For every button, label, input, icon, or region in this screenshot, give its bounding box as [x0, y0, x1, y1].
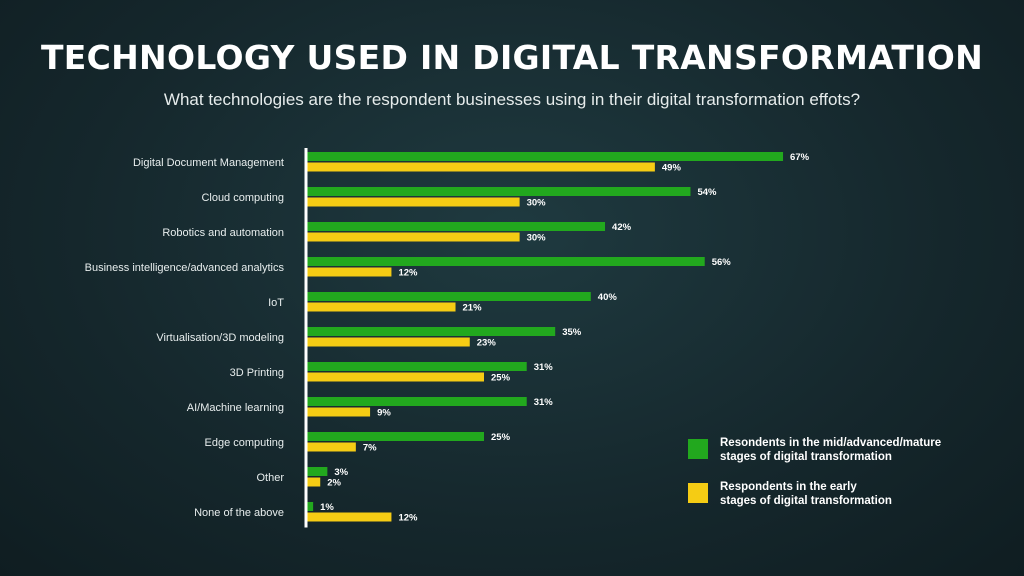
- data-label: 23%: [477, 338, 497, 349]
- category-label: Business intelligence/advanced analytics: [85, 262, 285, 274]
- legend-item-mid: Resondents in the mid/advanced/mature st…: [688, 436, 1008, 464]
- data-label: 56%: [712, 257, 732, 268]
- chart-subtitle: What technologies are the respondent bus…: [163, 90, 861, 109]
- category-label: Robotics and automation: [162, 227, 284, 239]
- bar-early: [306, 442, 356, 452]
- bar-mid: [306, 467, 328, 476]
- legend-swatch-mid: [688, 439, 708, 459]
- chart-title: TECHNOLOGY USED IN DIGITAL TRANSFORMATIO…: [40, 38, 984, 77]
- category-label: None of the above: [194, 507, 284, 519]
- legend-swatch-early: [688, 483, 708, 503]
- category-label: Virtualisation/3D modeling: [156, 332, 284, 344]
- bar-mid: [306, 257, 705, 266]
- bar-mid: [306, 397, 527, 406]
- data-label: 67%: [790, 152, 810, 163]
- bar-mid: [306, 432, 484, 441]
- legend-label-early: Respondents in the early stages of digit…: [720, 481, 892, 507]
- data-label: 40%: [598, 292, 618, 303]
- legend-item-early: Respondents in the early stages of digit…: [688, 480, 1008, 508]
- bar-early: [306, 162, 655, 172]
- data-label: 12%: [398, 268, 418, 279]
- category-label: Digital Document Management: [133, 157, 284, 169]
- bar-mid: [306, 152, 784, 161]
- data-label: 31%: [534, 362, 554, 373]
- bar-early: [306, 302, 456, 312]
- bar-early: [306, 267, 392, 277]
- data-label: 21%: [463, 303, 483, 314]
- bar-early: [306, 407, 371, 417]
- category-label: 3D Printing: [230, 367, 284, 379]
- data-label: 54%: [697, 187, 717, 198]
- bar-early: [306, 337, 470, 347]
- bar-early: [306, 477, 321, 487]
- category-label: IoT: [268, 297, 284, 309]
- category-label: Other: [256, 472, 284, 484]
- data-label: 2%: [327, 478, 341, 489]
- bar-early: [306, 512, 392, 522]
- data-label: 42%: [612, 222, 632, 233]
- category-label: AI/Machine learning: [187, 402, 284, 414]
- bar-early: [306, 372, 484, 382]
- data-label: 30%: [527, 198, 547, 209]
- bar-mid: [306, 362, 527, 371]
- bar-mid: [306, 222, 606, 231]
- data-label: 1%: [320, 502, 334, 513]
- data-label: 25%: [491, 373, 511, 384]
- legend: Resondents in the mid/advanced/mature st…: [688, 436, 1008, 524]
- data-label: 30%: [527, 233, 547, 244]
- data-label: 12%: [398, 513, 418, 524]
- category-label: Cloud computing: [201, 192, 284, 204]
- data-label: 7%: [363, 443, 377, 454]
- bar-early: [306, 232, 520, 242]
- bar-mid: [306, 187, 691, 196]
- data-label: 25%: [491, 432, 511, 443]
- category-label: Edge computing: [205, 437, 285, 449]
- data-label: 3%: [334, 467, 348, 478]
- data-label: 35%: [562, 327, 582, 338]
- data-label: 31%: [534, 397, 554, 408]
- bar-early: [306, 197, 520, 207]
- data-label: 49%: [662, 163, 682, 174]
- data-label: 9%: [377, 408, 391, 419]
- bar-mid: [306, 327, 556, 336]
- bar-mid: [306, 292, 591, 301]
- bar-mid: [306, 502, 314, 511]
- legend-label-mid: Resondents in the mid/advanced/mature st…: [720, 437, 942, 463]
